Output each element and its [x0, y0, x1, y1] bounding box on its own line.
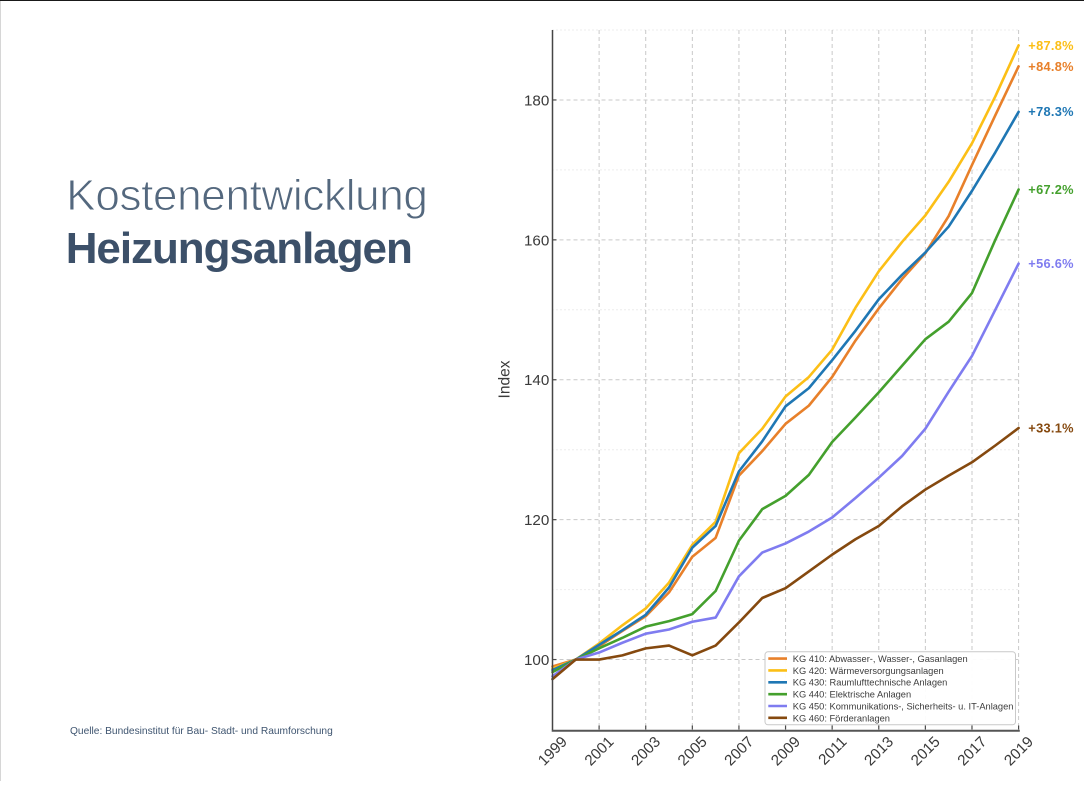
svg-text:KG 430: Raumlufttechnische Anl: KG 430: Raumlufttechnische Anlagen — [793, 678, 948, 688]
svg-text:+67.2%: +67.2% — [1028, 182, 1074, 197]
svg-text:100: 100 — [524, 652, 549, 669]
svg-text:2013: 2013 — [861, 733, 897, 769]
svg-text:2001: 2001 — [582, 733, 618, 769]
svg-text:+33.1%: +33.1% — [1028, 420, 1074, 435]
svg-text:2019: 2019 — [1001, 733, 1037, 769]
svg-text:2017: 2017 — [954, 733, 990, 769]
svg-text:2011: 2011 — [815, 733, 850, 768]
svg-text:+87.8%: +87.8% — [1028, 38, 1074, 53]
svg-text:160: 160 — [524, 232, 549, 249]
svg-text:140: 140 — [524, 372, 549, 389]
svg-text:2003: 2003 — [628, 733, 664, 769]
svg-text:Index: Index — [497, 360, 514, 398]
svg-text:KG 460: Förderanlagen: KG 460: Förderanlagen — [793, 713, 890, 723]
svg-text:2009: 2009 — [768, 733, 804, 769]
svg-text:2007: 2007 — [721, 733, 757, 769]
svg-text:+78.3%: +78.3% — [1028, 104, 1074, 119]
svg-text:+84.8%: +84.8% — [1028, 59, 1074, 74]
svg-text:KG 420: Wärmeversorgungsanlage: KG 420: Wärmeversorgungsanlagen — [793, 666, 944, 676]
svg-text:2015: 2015 — [908, 733, 944, 769]
svg-text:KG 410: Abwasser-, Wasser-, Ga: KG 410: Abwasser-, Wasser-, Gasanlagen — [793, 654, 968, 664]
svg-text:KG 440: Elektrische Anlagen: KG 440: Elektrische Anlagen — [793, 690, 911, 700]
svg-text:1999: 1999 — [535, 733, 571, 769]
svg-text:120: 120 — [524, 512, 549, 529]
svg-text:2005: 2005 — [675, 733, 711, 769]
svg-text:+56.6%: +56.6% — [1028, 256, 1074, 271]
svg-text:KG 450: Kommunikations-, Siche: KG 450: Kommunikations-, Sicherheits- u.… — [793, 701, 1014, 711]
svg-text:180: 180 — [524, 92, 549, 109]
